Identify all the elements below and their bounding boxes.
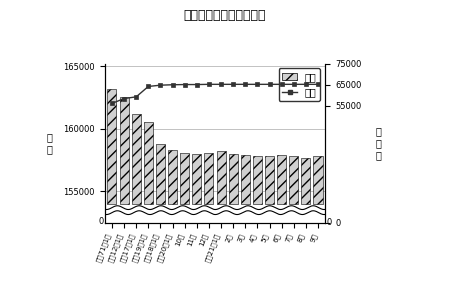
Bar: [132, 114, 141, 204]
Legend: 人口, 世帯: 人口, 世帯: [279, 68, 320, 101]
Bar: [108, 89, 117, 204]
Bar: [156, 144, 165, 204]
Text: 総人口と総世帯数の推移: 総人口と総世帯数の推移: [184, 9, 266, 22]
Bar: [253, 156, 262, 204]
Bar: [277, 155, 286, 204]
Bar: [216, 151, 225, 204]
Bar: [180, 153, 189, 204]
Y-axis label: 人
口: 人 口: [46, 132, 52, 154]
Bar: [192, 154, 201, 204]
Bar: [289, 156, 298, 204]
Bar: [229, 154, 238, 204]
Bar: [265, 156, 274, 204]
Text: 0: 0: [327, 218, 332, 227]
Y-axis label: 世
帯
数: 世 帯 数: [375, 126, 381, 160]
Bar: [241, 155, 250, 204]
Text: 0: 0: [98, 217, 104, 226]
Bar: [314, 156, 323, 204]
Bar: [144, 122, 153, 204]
Bar: [168, 150, 177, 204]
Bar: [302, 158, 310, 204]
Bar: [120, 97, 129, 204]
Bar: [204, 153, 213, 204]
